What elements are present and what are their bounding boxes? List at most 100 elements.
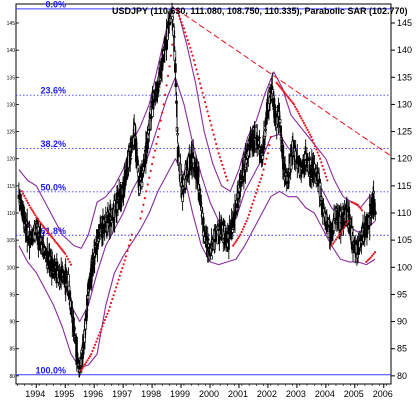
sar-dot — [81, 367, 84, 370]
sar-dot — [284, 92, 287, 95]
sar-dot — [90, 353, 93, 356]
sar-dot — [239, 233, 242, 236]
sar-dot — [223, 171, 226, 174]
sar-dot — [162, 103, 165, 106]
sar-dot — [105, 315, 108, 318]
left-axis-label: 100 — [7, 265, 16, 271]
sar-dot — [269, 135, 272, 139]
sar-dot — [43, 226, 46, 229]
sar-dot — [241, 228, 244, 231]
sar-dot — [197, 77, 200, 80]
sar-dot — [281, 89, 284, 92]
axis-layer: 145 140 135 130 125 120 115 110 105 100 95 90 85 80 14… — [7, 18, 412, 399]
price-bar-body — [206, 238, 210, 241]
sar-dot — [185, 35, 188, 38]
sar-dot — [120, 270, 123, 273]
sar-dot — [345, 222, 348, 225]
fib-label: 61.8% — [40, 226, 66, 236]
sar-dot — [151, 163, 154, 166]
price-bar-body — [258, 136, 261, 139]
left-axis-label: 140 — [7, 48, 16, 54]
sar-dot — [161, 111, 164, 114]
sar-dot — [206, 110, 209, 113]
right-axis-label: 115 — [397, 181, 411, 191]
x-axis-label: 1997 — [112, 389, 132, 399]
sar-dot — [240, 230, 243, 234]
right-axis-label: 135 — [397, 72, 412, 82]
sar-dot — [289, 98, 292, 101]
resistance-trendline — [176, 9, 392, 157]
sar-dot — [299, 115, 302, 118]
sar-dot — [139, 217, 142, 220]
right-axis-label: 100 — [397, 262, 412, 272]
sar-dot — [263, 163, 267, 166]
sar-dot — [320, 161, 323, 164]
sar-dot — [41, 224, 45, 227]
sar-dot — [210, 124, 213, 127]
sar-dot — [314, 145, 317, 148]
left-axis-label: 95 — [9, 292, 15, 298]
sar-dot — [166, 74, 170, 77]
sar-dot — [46, 230, 50, 234]
right-axis-label: 105 — [397, 235, 412, 245]
sar-dot — [57, 244, 61, 248]
x-axis-label: 2001 — [228, 389, 248, 399]
sar-dot — [221, 163, 224, 166]
sar-dot — [25, 199, 28, 202]
sar-dot — [247, 213, 250, 216]
sar-dot — [189, 46, 192, 49]
x-axis-label: 2004 — [315, 389, 335, 399]
sar-dot — [332, 242, 335, 245]
sar-dot — [23, 194, 26, 197]
sar-dot — [291, 101, 294, 104]
price-bar-body — [172, 36, 176, 38]
sar-dot — [259, 177, 262, 180]
sar-dot — [100, 328, 103, 331]
price-bar-body — [86, 295, 90, 300]
sar-dot — [110, 301, 113, 305]
sar-dot — [207, 115, 210, 118]
sar-dot — [56, 243, 59, 246]
price-bar-body — [175, 100, 178, 104]
sar-dot — [39, 221, 42, 224]
x-axis-label: 1994 — [25, 389, 45, 399]
sar-dot — [218, 156, 221, 159]
sar-dot — [111, 298, 114, 301]
sar-dot — [285, 94, 288, 97]
sar-dot — [359, 207, 362, 210]
sar-dot — [64, 252, 67, 255]
sar-dot — [287, 97, 291, 100]
sar-dot — [325, 175, 328, 178]
sar-dot — [302, 121, 305, 125]
sar-dot — [310, 135, 313, 139]
sar-dot — [199, 82, 202, 85]
left-axis-label: 80 — [9, 374, 15, 380]
sar-dot — [91, 349, 94, 353]
sar-dot — [225, 175, 228, 178]
sar-dot — [195, 68, 198, 71]
parabolic-sar-layer — [20, 8, 377, 372]
sar-dot — [192, 59, 195, 62]
sar-dot — [342, 228, 345, 231]
sar-dot — [107, 309, 110, 312]
sar-dot — [103, 318, 106, 322]
sar-dot — [122, 263, 125, 266]
sar-dot — [169, 54, 172, 57]
sar-dot — [317, 154, 320, 157]
sar-dot — [152, 156, 155, 159]
sar-dot — [148, 176, 151, 179]
price-bar-body — [181, 194, 184, 202]
sar-dot — [283, 90, 286, 94]
sar-dot — [60, 248, 63, 251]
sar-dot — [153, 149, 157, 152]
sar-dot — [85, 361, 88, 364]
sar-dot — [112, 294, 115, 297]
sar-dot — [233, 242, 236, 245]
sar-dot — [115, 286, 118, 289]
sar-dot — [53, 238, 56, 241]
sar-dot — [118, 274, 121, 277]
sar-dot — [149, 169, 152, 172]
sar-dot — [215, 142, 218, 146]
sar-dot — [235, 239, 238, 242]
sar-dot — [312, 142, 315, 145]
